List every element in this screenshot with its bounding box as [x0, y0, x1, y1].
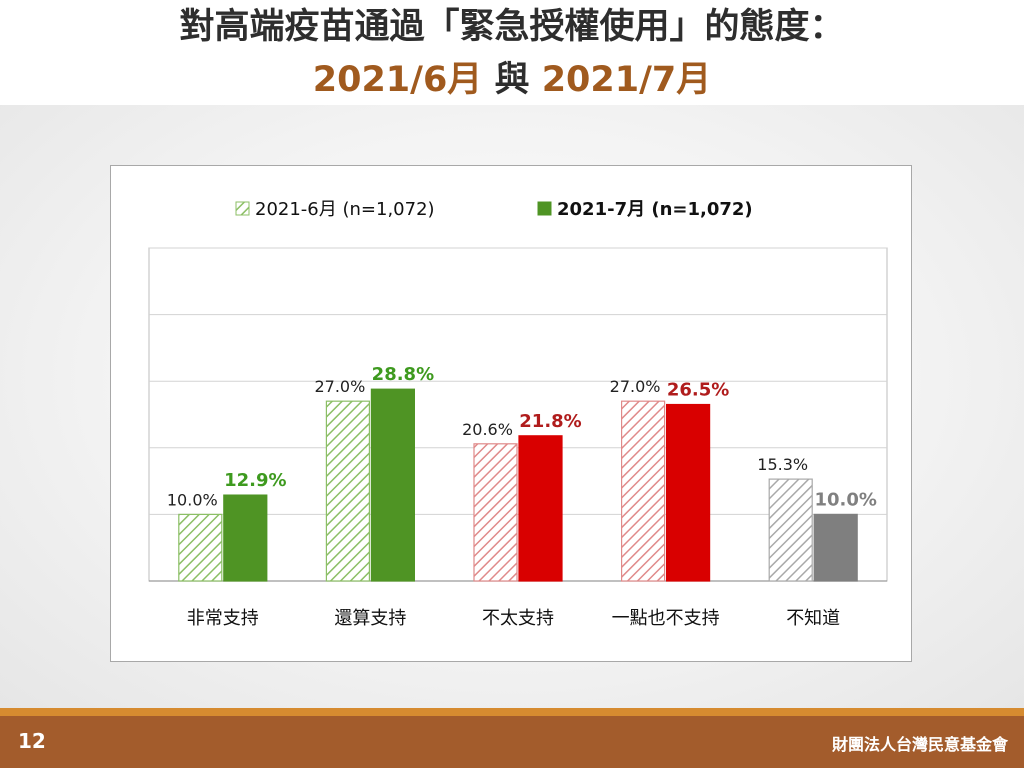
subtitle-conjunction: 與: [482, 60, 542, 100]
legend-label-1: 2021-6月 (n=1,072): [255, 199, 435, 220]
data-label-1-2: 27.0%: [314, 377, 365, 396]
title-text: 對高端疫苗通過「緊急授權使用」的態度：: [179, 7, 845, 47]
data-label-2-3: 21.8%: [519, 411, 581, 432]
x-tick-label-4: 一點也不支持: [612, 608, 720, 629]
subtitle-date-june: 2021/6月: [312, 60, 483, 100]
subtitle-date-july: 2021/7月: [541, 60, 712, 100]
bar-1-4: [621, 400, 666, 582]
footer-bar: 12 財團法人台灣民意基金會: [0, 716, 1024, 768]
bar-2-5: [813, 513, 858, 582]
bar-chart: 2021-6月 (n=1,072) 2021-7月 (n=1,072) 10.0% 1…: [148, 199, 888, 629]
data-label-1-4: 27.0%: [610, 377, 661, 396]
organization-name: 財團法人台灣民意基金會: [831, 735, 1008, 754]
data-label-2-5: 10.0%: [814, 489, 876, 510]
x-tick-label-5: 不知道: [786, 608, 840, 629]
legend: 2021-6月 (n=1,072) 2021-7月 (n=1,072): [235, 199, 753, 220]
bar-1-1: [178, 513, 223, 582]
page-subtitle: 2021/6月 與 2021/7月: [0, 56, 1024, 104]
bar-1-5: [768, 478, 813, 582]
bar-1-3: [473, 443, 518, 582]
page-title: 對高端疫苗通過「緊急授權使用」的態度：: [0, 2, 1024, 52]
data-label-1-5: 15.3%: [757, 455, 808, 474]
x-tick-label-3: 不太支持: [482, 608, 554, 629]
x-tick-label-2: 還算支持: [334, 608, 406, 629]
data-label-2-2: 28.8%: [372, 364, 434, 385]
legend-swatch-2: [537, 201, 552, 216]
data-label-1-3: 20.6%: [462, 420, 513, 439]
bar-2-2: [370, 388, 415, 582]
bar-2-1: [223, 494, 268, 582]
bar-1-2: [325, 400, 370, 582]
legend-swatch-1: [235, 201, 250, 216]
bar-2-4: [665, 403, 711, 582]
chart-card: 2021-6月 (n=1,072) 2021-7月 (n=1,072) 10.0% 1…: [110, 165, 912, 662]
bar-2-3: [518, 435, 563, 582]
data-label-1-1: 10.0%: [167, 490, 218, 509]
footer-accent-line: [0, 708, 1024, 716]
x-tick-label-1: 非常支持: [187, 608, 259, 629]
data-label-2-4: 26.5%: [667, 380, 729, 401]
plot-area: [148, 247, 888, 582]
page-number: 12: [18, 729, 46, 753]
data-label-2-1: 12.9%: [224, 470, 286, 491]
legend-label-2: 2021-7月 (n=1,072): [557, 199, 753, 220]
